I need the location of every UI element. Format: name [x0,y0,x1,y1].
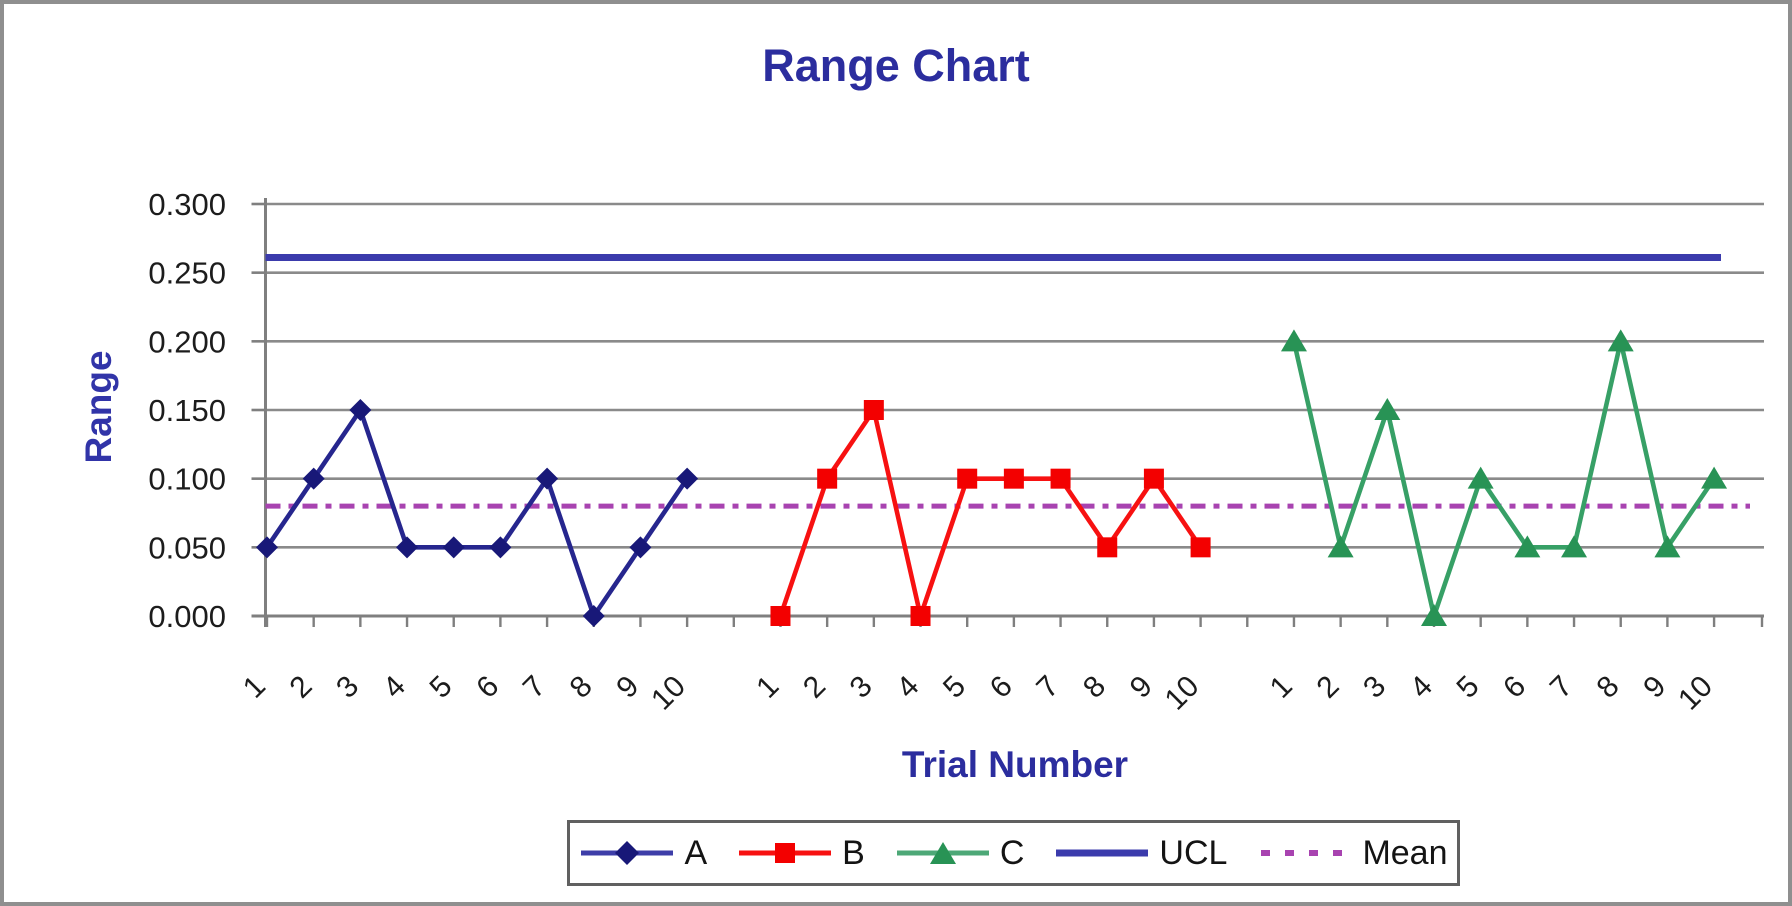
series-b-marker [817,468,838,489]
x-tick-label: 8 [1591,670,1626,705]
x-tick-label: 9 [610,670,645,705]
x-tick-label: 6 [984,670,1019,705]
x-tick-label: 7 [1544,670,1579,705]
x-tick-label: 4 [890,670,925,705]
y-tick-label: 0.050 [148,530,226,565]
series-b-marker [910,606,931,626]
legend-swatch-ucl-icon [1056,849,1149,857]
series-b-marker [863,400,884,420]
x-tick-label: 2 [797,670,832,705]
x-tick-label: 5 [424,670,459,705]
legend-item-a: A [579,836,707,870]
x-tick-label: 4 [377,670,412,705]
series-a-marker [302,467,325,490]
series-c-marker [1280,329,1307,352]
legend-label-mean: Mean [1362,834,1448,872]
x-axis-title: Trial Number [901,744,1129,785]
x-tick-label: 4 [1404,670,1439,705]
series-a-line [265,404,690,622]
legend-swatch-a-icon [581,841,674,865]
series-c-marker [1654,535,1681,558]
series-c-marker [1607,329,1634,352]
series-a-marker [256,536,278,559]
series-a-marker [442,536,465,559]
series-b-marker [957,468,978,489]
legend-label-c: C [999,834,1025,872]
x-tick-label: 7 [517,670,552,705]
series-a-marker [349,399,372,421]
x-tick-label: 10 [1672,670,1719,717]
legend-item-b: B [737,836,865,870]
series-c-marker [1514,535,1541,558]
x-tick-label: 1 [750,670,785,705]
legend-item-mean: Mean [1257,834,1448,872]
series-b-marker [1097,537,1118,558]
series-c-marker [1327,535,1354,558]
series-b-line [778,404,1203,625]
series-c-marker [1421,604,1447,626]
legend-item-c: C [895,834,1025,872]
series-c-marker [1561,535,1588,558]
series-b-marker [770,606,791,626]
series-c-line [1291,340,1716,625]
series-a-marker [536,467,559,490]
legend-label-a: A [684,834,708,872]
legend-item-ucl: UCL [1054,836,1227,870]
legend-swatch-c-icon [896,842,989,864]
series-c-marker [1701,466,1728,489]
series-b-marker [1050,468,1071,489]
chart-title: Range Chart [762,40,1030,91]
x-tick-label: 10 [1159,670,1206,717]
x-tick-label: 2 [283,670,318,705]
x-tick-label: 1 [237,670,272,705]
series-a-marker [489,536,512,559]
y-tick-label: 0.150 [148,393,226,428]
x-tick-label: 6 [1497,670,1532,705]
legend-label-b: B [842,834,865,872]
legend-swatch-mean-icon [1261,850,1352,856]
x-tick-label: 3 [330,670,365,705]
x-tick-label: 7 [1030,670,1065,705]
legend-swatch-b-icon [739,843,832,863]
x-tick-label: 3 [844,670,879,705]
series-a-marker [629,536,652,559]
legend-label-ucl: UCL [1159,834,1228,872]
series-c-marker [1374,398,1401,420]
x-tick-label: 9 [1124,670,1159,705]
y-tick-label: 0.000 [148,599,226,634]
x-tick-label: 2 [1310,670,1345,705]
x-tick-label: 3 [1357,670,1392,705]
x-tick-label: 10 [645,670,692,717]
y-tick-label: 0.250 [148,256,226,291]
legend: A B C UCL Mean [567,820,1460,886]
y-tick-label: 0.300 [148,187,226,222]
series-a-marker [676,467,699,490]
x-tick-label: 8 [1077,670,1112,705]
x-tick-label: 6 [470,670,505,705]
series-b-marker [1003,468,1024,489]
series-a-marker [396,536,419,559]
series-a-marker [582,605,605,627]
x-tick-label: 1 [1264,670,1299,705]
series-b-marker [1143,468,1164,489]
x-tick-label: 8 [564,670,599,705]
x-tick-label: 9 [1637,670,1672,705]
series-c-marker [1467,466,1494,489]
x-tick-label: 5 [1450,670,1485,705]
series-b-marker [1190,537,1211,558]
y-tick-label: 0.200 [148,324,226,359]
y-tick-label: 0.100 [148,462,226,497]
x-tick-label: 5 [937,670,972,705]
